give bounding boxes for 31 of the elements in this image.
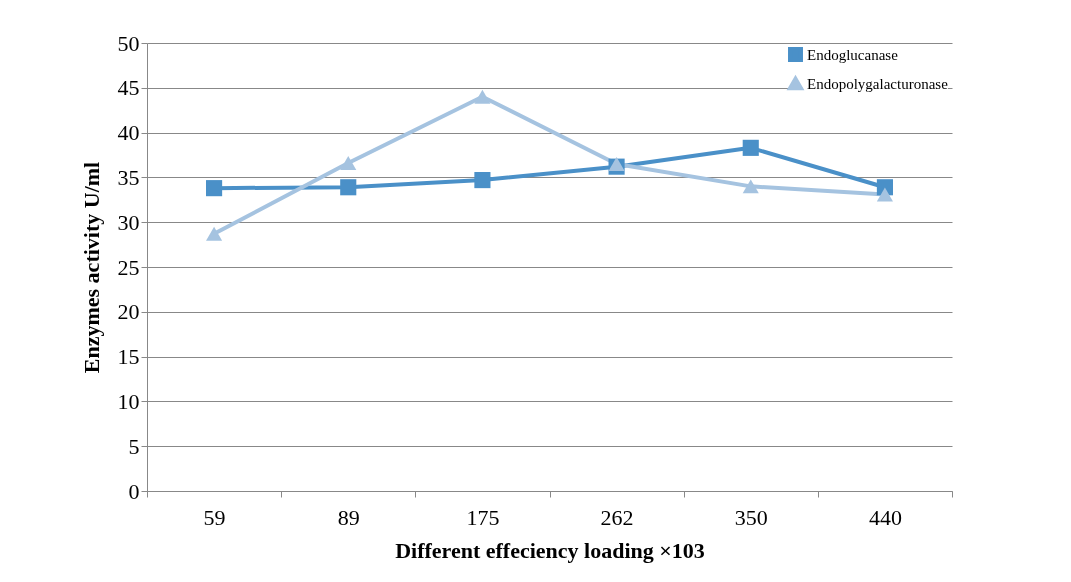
x-axis-title: Different effeciency loading ×103: [395, 537, 705, 563]
y-tick-label: 30: [117, 209, 140, 235]
point: [742, 179, 759, 194]
x-tick-label: 89: [337, 504, 360, 530]
point: [474, 89, 491, 104]
legend-label: Endopolygalacturonase: [807, 75, 949, 92]
point: [474, 172, 491, 189]
x-tick-label: 59: [203, 504, 226, 530]
x-tick-label: 175: [466, 504, 500, 530]
y-tick-label: 10: [117, 388, 140, 414]
legend-label: Endoglucanase: [807, 46, 899, 63]
y-tick-label: 20: [117, 299, 140, 325]
point: [876, 187, 893, 202]
y-tick-label: 35: [117, 164, 140, 190]
y-axis-title: Enzymes activity U/ml: [78, 161, 104, 374]
point: [340, 156, 357, 171]
point: [206, 180, 223, 197]
x-tick-label: 440: [868, 504, 902, 530]
point: [340, 179, 357, 196]
y-tick-label: 15: [117, 344, 140, 370]
y-tick-label: 45: [117, 75, 140, 101]
y-tick-label: 50: [117, 30, 140, 56]
y-tick-label: 25: [117, 254, 140, 280]
x-tick-label: 350: [734, 504, 768, 530]
point: [206, 226, 223, 241]
y-tick-label: 5: [128, 433, 140, 459]
point: [608, 156, 625, 171]
x-tick-label: 262: [600, 504, 634, 530]
point: [742, 139, 759, 156]
y-tick-label: 0: [128, 478, 140, 504]
y-tick-label: 40: [117, 120, 140, 146]
